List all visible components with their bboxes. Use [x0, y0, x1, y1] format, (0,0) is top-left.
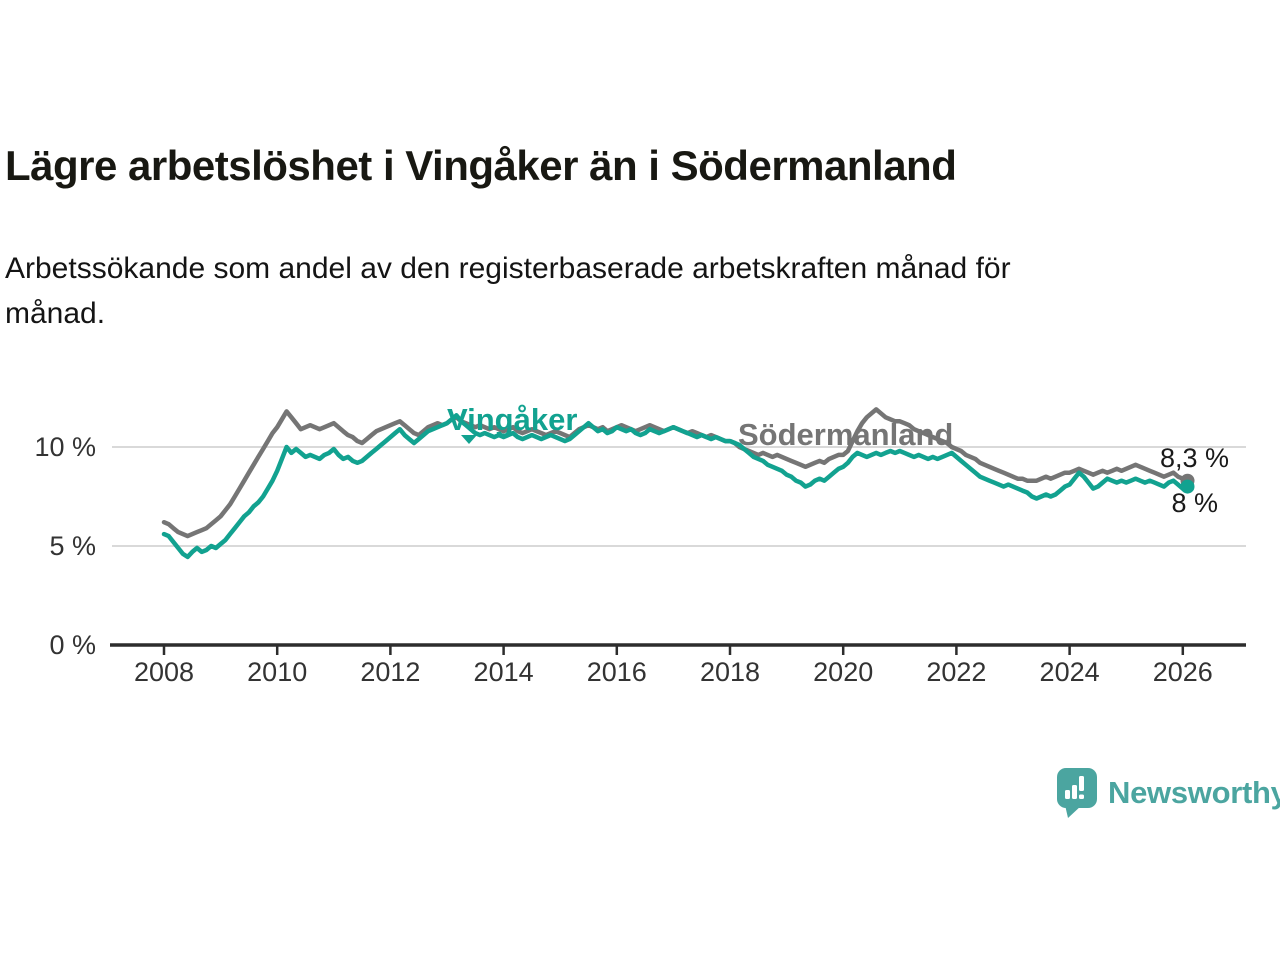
- chart-subtitle-line-2: månad.: [5, 297, 106, 330]
- newsworthy-brand-text: Newsworthy: [1108, 775, 1280, 810]
- x-axis-label: 2010: [247, 657, 307, 687]
- series-label-0: Vingåker: [447, 402, 577, 437]
- x-axis-label: 2012: [360, 657, 420, 687]
- y-axis-label: 10 %: [34, 432, 96, 462]
- series-line-0: [161, 413, 1190, 560]
- series-marker-triangle: [461, 435, 477, 444]
- x-axis-label: 2020: [813, 657, 873, 687]
- x-axis-label: 2018: [700, 657, 760, 687]
- line-chart-canvas: 0 % 5 % 10 % 2008 2010 2012 2014 2016 2018 2020 20…: [34, 402, 1246, 687]
- line-chart: 0 % 5 % 10 % 2008 2010 2012 2014 2016 2018 2020 20…: [0, 380, 1280, 720]
- x-axis-label: 2008: [134, 657, 194, 687]
- y-axis-label: 5 %: [49, 531, 96, 561]
- newsworthy-logo-icon: [1057, 768, 1097, 818]
- chart-subtitle: Arbetssökande som andel av den registerb…: [5, 246, 1011, 336]
- y-axis-label: 0 %: [49, 630, 96, 660]
- series-label-1: Södermanland: [738, 417, 953, 452]
- x-axis-label: 2026: [1153, 657, 1213, 687]
- newsworthy-logo: Newsworthy: [1056, 768, 1280, 818]
- x-axis-label: 2014: [474, 657, 534, 687]
- chart-subtitle-line-1: Arbetssökande som andel av den registerb…: [5, 252, 1011, 285]
- x-axis-label: 2024: [1040, 657, 1100, 687]
- series-end-dot-0: [1180, 479, 1195, 494]
- x-axis-label: 2016: [587, 657, 647, 687]
- x-axis-label: 2022: [926, 657, 986, 687]
- series-end-value-0: 8 %: [1171, 488, 1218, 518]
- series-end-value-1: 8,3 %: [1160, 443, 1229, 473]
- chart-title: Lägre arbetslöshet i Vingåker än i Söder…: [5, 142, 957, 189]
